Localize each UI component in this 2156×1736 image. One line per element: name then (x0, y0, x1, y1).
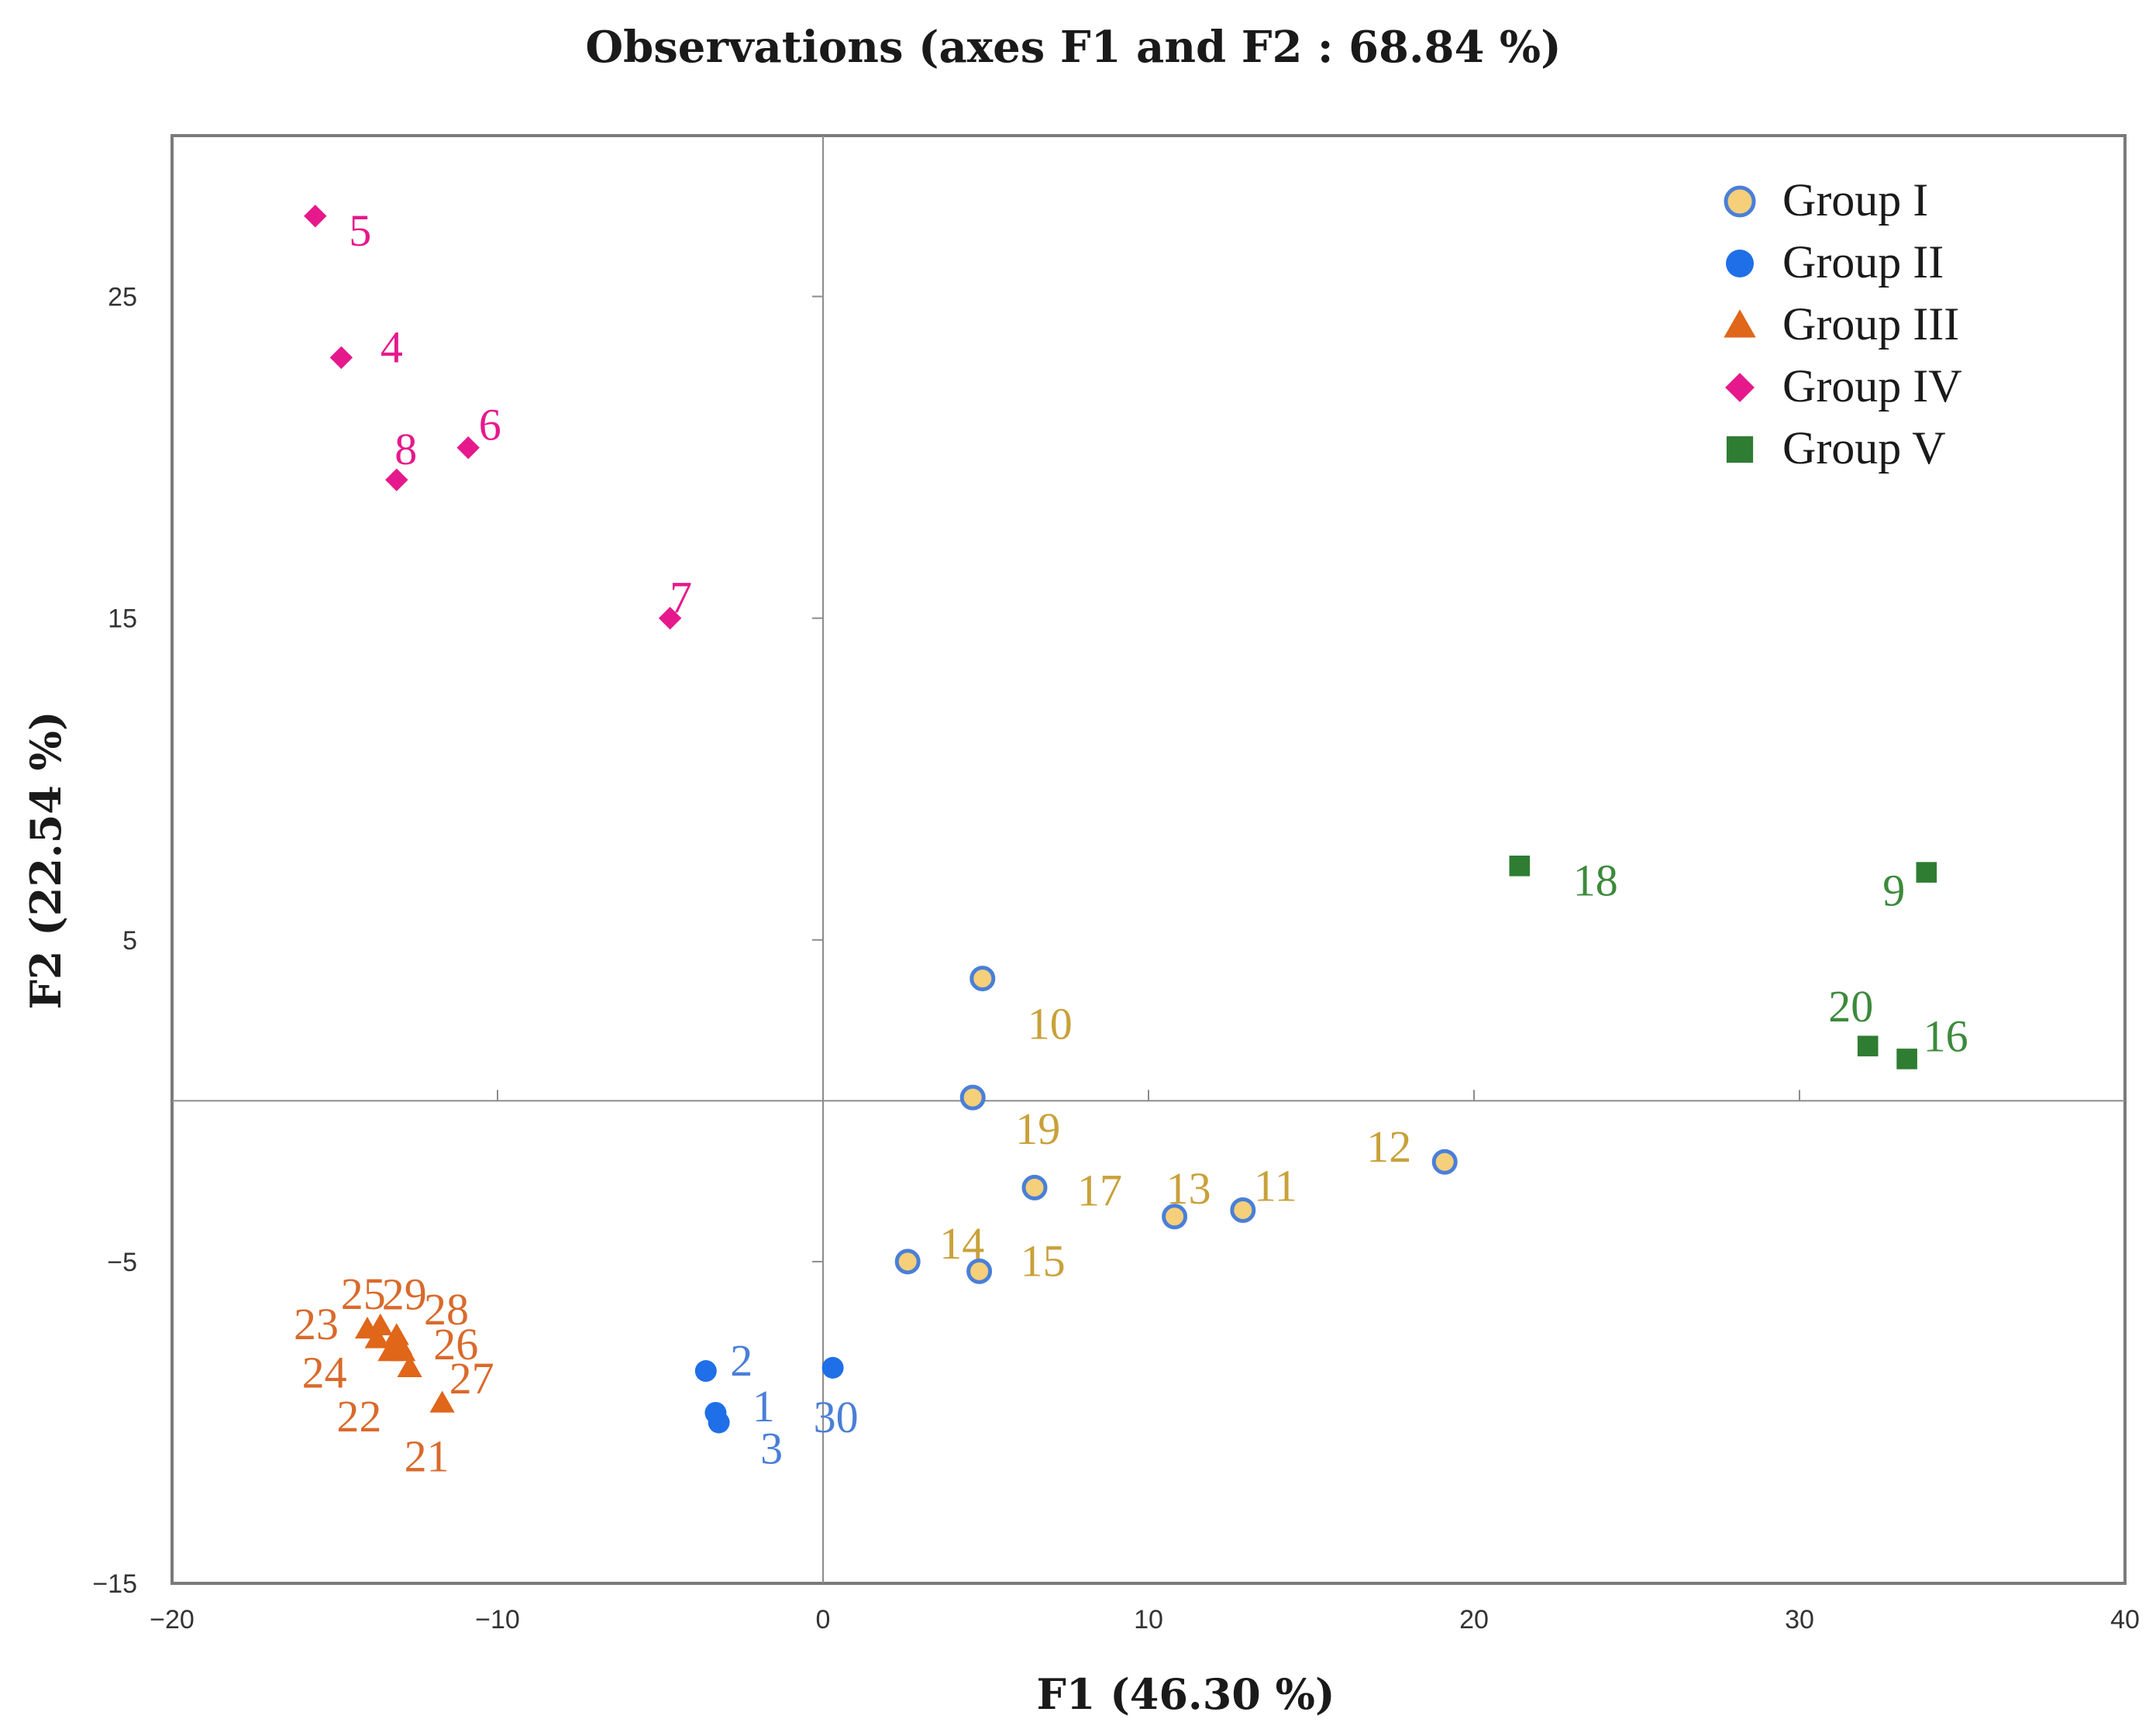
group-iv-point-8 (385, 468, 408, 491)
x-tick-label: 40 (2110, 1605, 2140, 1634)
group-iii-point-24 (364, 1326, 390, 1348)
legend-label-group-iv: Group IV (1782, 360, 1962, 412)
group-iv-point-7 (658, 606, 682, 630)
y-tick-label: 15 (108, 604, 137, 634)
group-i-point-13 (1162, 1204, 1188, 1230)
x-tick-label: 10 (1134, 1605, 1163, 1634)
group-ii-point-3 (708, 1411, 730, 1434)
group-i-point-11 (1230, 1197, 1256, 1223)
plot-area (170, 134, 2127, 1585)
legend-marker-group-v (1726, 436, 1754, 463)
point-label-8: 8 (394, 424, 417, 474)
group-v-point-9 (1916, 862, 1937, 883)
group-iii-point-21 (429, 1390, 455, 1413)
point-label-12: 12 (1366, 1121, 1411, 1172)
y-tick-label: 25 (108, 283, 137, 312)
group-i-point-14 (894, 1249, 921, 1275)
point-label-7: 7 (670, 573, 692, 623)
legend-label-group-ii: Group II (1782, 236, 1944, 288)
point-label-6: 6 (479, 400, 501, 450)
point-label-14: 14 (939, 1218, 984, 1269)
x-tick-label: −10 (475, 1605, 520, 1634)
group-iv-point-6 (456, 436, 480, 460)
legend-marker-group-ii (1726, 250, 1754, 277)
point-label-13: 13 (1166, 1163, 1211, 1214)
group-iii-point-26 (391, 1339, 416, 1362)
points-layer (304, 205, 1937, 1434)
group-v-point-20 (1857, 1035, 1879, 1057)
point-label-30: 30 (814, 1392, 859, 1442)
point-label-28: 28 (424, 1284, 469, 1335)
group-iii-point-27 (397, 1355, 422, 1377)
group-i-point-12 (1431, 1149, 1458, 1175)
point-label-3: 3 (760, 1423, 783, 1473)
legend-marker-group-i (1724, 185, 1756, 218)
group-iv-point-5 (304, 205, 327, 228)
x-tick-label: 20 (1459, 1605, 1489, 1634)
point-label-22: 22 (336, 1391, 381, 1442)
point-label-27: 27 (449, 1353, 494, 1404)
group-i-point-15 (966, 1258, 993, 1284)
point-label-2: 2 (730, 1335, 753, 1386)
group-i-point-17 (1021, 1174, 1048, 1200)
x-tick-label: 0 (816, 1605, 831, 1634)
point-label-1: 1 (753, 1381, 775, 1431)
y-tick-label: −15 (92, 1569, 137, 1599)
y-tick-label: 5 (122, 926, 137, 956)
point-label-11: 11 (1254, 1160, 1297, 1211)
point-label-5: 5 (349, 205, 371, 256)
point-label-4: 4 (381, 322, 403, 372)
group-i-point-19 (959, 1084, 986, 1111)
group-ii-point-30 (821, 1356, 844, 1379)
point-label-20: 20 (1828, 981, 1873, 1032)
group-v-point-18 (1509, 856, 1531, 877)
point-label-23: 23 (294, 1299, 339, 1349)
point-label-26: 26 (433, 1319, 478, 1369)
point-label-19: 19 (1015, 1104, 1060, 1154)
point-label-24: 24 (302, 1348, 347, 1398)
point-label-16: 16 (1924, 1011, 1968, 1061)
legend-label-group-iii: Group III (1782, 298, 1959, 350)
legend-marker-group-iv (1725, 373, 1755, 402)
y-axis-title: F2 (22.54 %) (21, 711, 71, 1009)
legend: Group I Group II Group III Group IV Group V (1724, 174, 1962, 474)
legend-label-group-i: Group I (1782, 174, 1928, 226)
legend-marker-group-iii (1724, 309, 1756, 338)
point-label-21: 21 (405, 1431, 449, 1482)
group-iv-point-4 (329, 346, 353, 370)
x-tick-label: 30 (1785, 1605, 1814, 1634)
x-tick-label: −20 (150, 1605, 195, 1634)
point-label-18: 18 (1573, 855, 1618, 905)
group-iii-point-25 (367, 1313, 393, 1335)
y-tick-label: −5 (107, 1248, 137, 1277)
group-ii-point-2 (694, 1360, 717, 1383)
point-label-10: 10 (1028, 999, 1073, 1049)
x-axis-title: F1 (46.30 %) (1036, 1669, 1335, 1719)
point-label-9: 9 (1882, 866, 1905, 916)
point-label-25: 25 (341, 1269, 386, 1319)
point-label-17: 17 (1077, 1165, 1122, 1215)
ticks-layer: −20 −10 0 10 20 30 40 −15 −5 5 15 25 (92, 283, 2140, 1634)
point-label-15: 15 (1021, 1235, 1066, 1286)
legend-label-group-v: Group V (1782, 422, 1946, 474)
point-label-29: 29 (382, 1269, 427, 1319)
chart-title: Observations (axes F1 and F2 : 68.84 %) (585, 22, 1561, 73)
group-i-point-10 (970, 966, 996, 992)
group-v-point-16 (1896, 1049, 1917, 1070)
